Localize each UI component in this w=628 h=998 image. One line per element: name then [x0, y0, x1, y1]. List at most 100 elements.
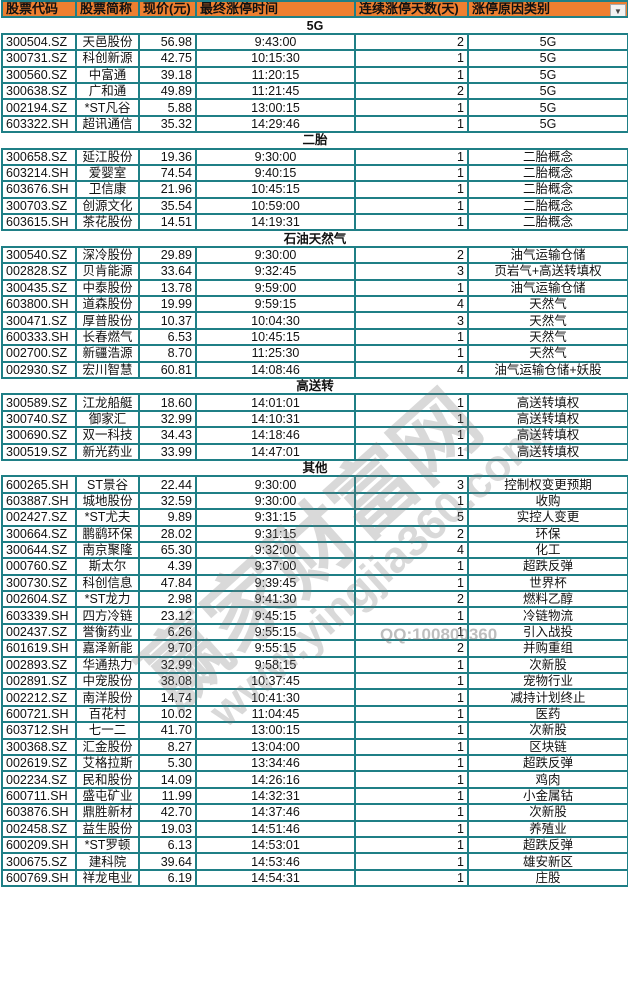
- cell-reason-category[interactable]: 医药: [467, 704, 628, 724]
- cell-stock-code[interactable]: 300504.SZ: [1, 32, 77, 52]
- cell-last-limit-time[interactable]: 14:53:46: [195, 852, 356, 871]
- cell-consecutive-days[interactable]: 1: [354, 835, 469, 855]
- cell-stock-code[interactable]: 603676.SH: [1, 180, 77, 199]
- cell-last-limit-time[interactable]: 10:59:00: [195, 196, 356, 216]
- cell-stock-code[interactable]: 603214.SH: [1, 163, 77, 183]
- cell-consecutive-days[interactable]: 1: [354, 803, 469, 822]
- cell-stock-name[interactable]: 汇金股份: [75, 737, 140, 756]
- cell-consecutive-days[interactable]: 1: [354, 868, 469, 888]
- cell-last-limit-time[interactable]: 9:30:00: [195, 147, 356, 166]
- cell-reason-category[interactable]: 5G: [467, 114, 628, 134]
- cell-last-limit-time[interactable]: 10:04:30: [195, 311, 356, 330]
- cell-price[interactable]: 32.59: [138, 491, 197, 511]
- header-consecutive-days[interactable]: 连续涨停天数(天): [354, 0, 469, 19]
- cell-stock-name[interactable]: 益生股份: [75, 819, 140, 838]
- cell-price[interactable]: 42.70: [138, 803, 197, 822]
- cell-reason-category[interactable]: 5G: [467, 32, 628, 52]
- cell-reason-category[interactable]: 次新股: [467, 803, 628, 822]
- cell-consecutive-days[interactable]: 2: [354, 590, 469, 609]
- cell-price[interactable]: 47.84: [138, 573, 197, 593]
- cell-reason-category[interactable]: 高送转填权: [467, 426, 628, 445]
- cell-last-limit-time[interactable]: 9:37:00: [195, 557, 356, 576]
- cell-stock-name[interactable]: 中泰股份: [75, 278, 140, 298]
- cell-stock-name[interactable]: 超讯通信: [75, 114, 140, 134]
- cell-last-limit-time[interactable]: 13:34:46: [195, 753, 356, 773]
- cell-consecutive-days[interactable]: 1: [354, 65, 469, 84]
- cell-stock-name[interactable]: *ST罗顿: [75, 835, 140, 855]
- cell-price[interactable]: 9.89: [138, 508, 197, 527]
- dropdown-arrow-icon[interactable]: ▼: [610, 4, 626, 16]
- cell-price[interactable]: 8.70: [138, 344, 197, 363]
- cell-price[interactable]: 19.99: [138, 295, 197, 314]
- cell-consecutive-days[interactable]: 1: [354, 721, 469, 740]
- cell-stock-name[interactable]: 嘉泽新能: [75, 639, 140, 658]
- cell-price[interactable]: 65.30: [138, 540, 197, 560]
- cell-reason-category[interactable]: 二胎概念: [467, 180, 628, 199]
- cell-last-limit-time[interactable]: 14:18:46: [195, 426, 356, 445]
- cell-stock-name[interactable]: 延江股份: [75, 147, 140, 166]
- cell-stock-code[interactable]: 600711.SH: [1, 786, 77, 806]
- cell-stock-name[interactable]: 江龙船艇: [75, 393, 140, 412]
- cell-stock-code[interactable]: 300731.SZ: [1, 49, 77, 68]
- cell-stock-name[interactable]: 誉衡药业: [75, 622, 140, 642]
- cell-last-limit-time[interactable]: 9:30:00: [195, 245, 356, 265]
- cell-reason-category[interactable]: 油气运输仓储: [467, 245, 628, 265]
- cell-price[interactable]: 14.74: [138, 688, 197, 707]
- cell-stock-name[interactable]: 贝肯能源: [75, 262, 140, 281]
- cell-last-limit-time[interactable]: 11:21:45: [195, 81, 356, 101]
- cell-stock-name[interactable]: 宏川智慧: [75, 360, 140, 380]
- cell-stock-code[interactable]: 300644.SZ: [1, 540, 77, 560]
- cell-stock-name[interactable]: 盛屯矿业: [75, 786, 140, 806]
- cell-reason-category[interactable]: 庄股: [467, 868, 628, 888]
- cell-stock-name[interactable]: 卫信康: [75, 180, 140, 199]
- cell-price[interactable]: 5.30: [138, 753, 197, 773]
- cell-consecutive-days[interactable]: 2: [354, 639, 469, 658]
- cell-last-limit-time[interactable]: 11:20:15: [195, 65, 356, 84]
- cell-stock-code[interactable]: 300730.SZ: [1, 573, 77, 593]
- cell-last-limit-time[interactable]: 9:39:45: [195, 573, 356, 593]
- cell-stock-name[interactable]: ST景谷: [75, 475, 140, 494]
- cell-stock-code[interactable]: 000760.SZ: [1, 557, 77, 576]
- cell-consecutive-days[interactable]: 2: [354, 245, 469, 265]
- cell-stock-code[interactable]: 603615.SH: [1, 213, 77, 232]
- cell-reason-category[interactable]: 二胎概念: [467, 163, 628, 183]
- cell-stock-code[interactable]: 300658.SZ: [1, 147, 77, 166]
- cell-stock-name[interactable]: 新光药业: [75, 442, 140, 461]
- cell-stock-code[interactable]: 002437.SZ: [1, 622, 77, 642]
- cell-stock-code[interactable]: 002427.SZ: [1, 508, 77, 527]
- cell-reason-category[interactable]: 次新股: [467, 655, 628, 675]
- cell-consecutive-days[interactable]: 3: [354, 262, 469, 281]
- cell-price[interactable]: 42.75: [138, 49, 197, 68]
- cell-consecutive-days[interactable]: 1: [354, 49, 469, 68]
- cell-stock-name[interactable]: *ST龙力: [75, 590, 140, 609]
- cell-reason-category[interactable]: 养殖业: [467, 819, 628, 838]
- cell-price[interactable]: 6.26: [138, 622, 197, 642]
- cell-consecutive-days[interactable]: 1: [354, 573, 469, 593]
- cell-stock-name[interactable]: 百花村: [75, 704, 140, 724]
- cell-stock-code[interactable]: 002194.SZ: [1, 98, 77, 117]
- cell-reason-category[interactable]: 次新股: [467, 721, 628, 740]
- cell-stock-name[interactable]: 御家汇: [75, 409, 140, 429]
- cell-last-limit-time[interactable]: 14:51:46: [195, 819, 356, 838]
- cell-price[interactable]: 4.39: [138, 557, 197, 576]
- cell-stock-code[interactable]: 603876.SH: [1, 803, 77, 822]
- cell-reason-category[interactable]: 并购重组: [467, 639, 628, 658]
- cell-stock-name[interactable]: 城地股份: [75, 491, 140, 511]
- cell-stock-name[interactable]: 茶花股份: [75, 213, 140, 232]
- cell-reason-category[interactable]: 二胎概念: [467, 147, 628, 166]
- cell-consecutive-days[interactable]: 1: [354, 409, 469, 429]
- cell-stock-code[interactable]: 300740.SZ: [1, 409, 77, 429]
- cell-stock-name[interactable]: 中宠股份: [75, 671, 140, 691]
- cell-last-limit-time[interactable]: 14:10:31: [195, 409, 356, 429]
- cell-stock-code[interactable]: 300589.SZ: [1, 393, 77, 412]
- cell-stock-name[interactable]: 广和通: [75, 81, 140, 101]
- cell-consecutive-days[interactable]: 1: [354, 442, 469, 461]
- cell-stock-code[interactable]: 002458.SZ: [1, 819, 77, 838]
- cell-reason-category[interactable]: 雄安新区: [467, 852, 628, 871]
- cell-price[interactable]: 6.13: [138, 835, 197, 855]
- cell-consecutive-days[interactable]: 1: [354, 655, 469, 675]
- cell-stock-name[interactable]: 长春燃气: [75, 327, 140, 347]
- cell-price[interactable]: 19.03: [138, 819, 197, 838]
- cell-last-limit-time[interactable]: 9:59:15: [195, 295, 356, 314]
- cell-consecutive-days[interactable]: 1: [354, 606, 469, 625]
